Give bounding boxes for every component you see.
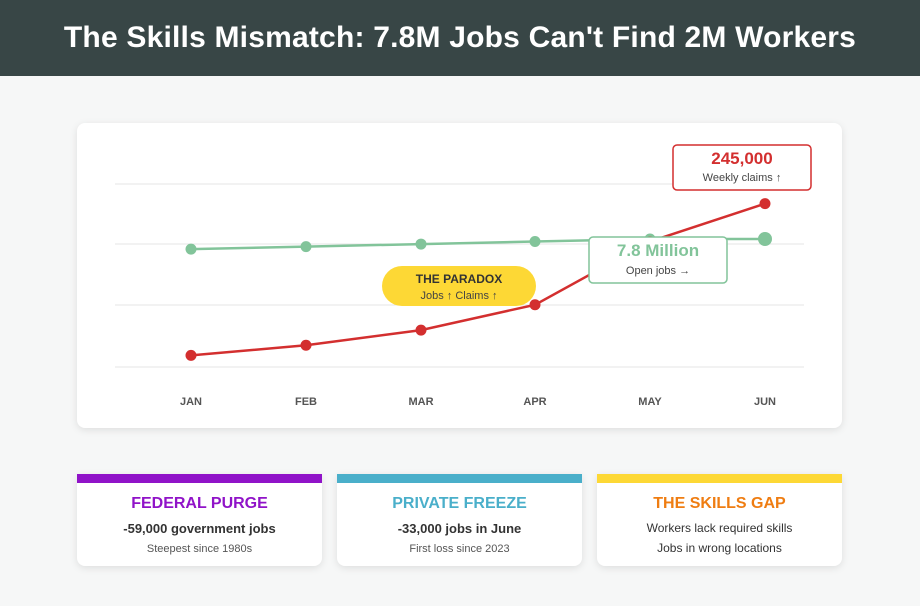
jobs-annotation: 7.8 Million Open jobs → bbox=[588, 236, 728, 284]
card-main-stat: -33,000 jobs in June bbox=[397, 521, 522, 536]
jobs-data-point bbox=[185, 243, 197, 255]
paradox-title: THE PARADOX bbox=[416, 272, 502, 286]
card-title: FEDERAL PURGE bbox=[131, 495, 268, 512]
claims-data-point bbox=[529, 299, 541, 311]
card-title: THE SKILLS GAP bbox=[653, 495, 786, 512]
x-tick-label: MAR bbox=[408, 396, 433, 408]
x-tick-label: FEB bbox=[295, 396, 317, 408]
card-accent-stripe bbox=[337, 474, 582, 483]
info-cards: FEDERAL PURGE -59,000 government jobs St… bbox=[77, 474, 842, 566]
jobs-data-point bbox=[758, 232, 772, 247]
page-title: The Skills Mismatch: 7.8M Jobs Can't Fin… bbox=[63, 21, 857, 54]
card-accent-stripe bbox=[597, 474, 842, 483]
x-axis-labels: JAN FEB MAR APR MAY JUN bbox=[180, 396, 776, 408]
jobs-data-point bbox=[415, 238, 427, 250]
card-line: Jobs in wrong locations bbox=[657, 541, 782, 555]
claims-data-point bbox=[185, 349, 197, 361]
card-accent-stripe bbox=[77, 474, 322, 483]
x-tick-label: MAY bbox=[638, 396, 662, 408]
chart-card: JAN FEB MAR APR MAY JUN THE PARADOX Jobs… bbox=[77, 123, 842, 428]
private-freeze-card: PRIVATE FREEZE -33,000 jobs in June Firs… bbox=[337, 474, 582, 566]
paradox-badge bbox=[382, 266, 536, 306]
jobs-data-point bbox=[300, 241, 312, 253]
claims-data-point bbox=[300, 339, 312, 351]
x-tick-label: APR bbox=[523, 396, 546, 408]
claims-callout bbox=[672, 144, 812, 191]
card-main-stat: -59,000 government jobs bbox=[123, 521, 276, 536]
federal-purge-card: FEDERAL PURGE -59,000 government jobs St… bbox=[77, 474, 322, 566]
claims-data-point bbox=[759, 198, 771, 210]
card-subtext: First loss since 2023 bbox=[409, 543, 510, 555]
paradox-label: Jobs ↑ Claims ↑ bbox=[420, 290, 497, 302]
card-subtext: Steepest since 1980s bbox=[146, 543, 253, 555]
card-line: Workers lack required skills bbox=[646, 521, 793, 535]
paradox-annotation: THE PARADOX Jobs ↑ Claims ↑ bbox=[382, 266, 536, 306]
jobs-callout bbox=[588, 236, 728, 284]
jobs-callout-value: 7.8 Million bbox=[617, 241, 699, 260]
claims-series-line bbox=[190, 202, 766, 357]
skills-gap-card: THE SKILLS GAP Workers lack required ski… bbox=[597, 474, 842, 566]
page-header: The Skills Mismatch: 7.8M Jobs Can't Fin… bbox=[0, 0, 920, 76]
jobs-data-point bbox=[529, 236, 541, 248]
line-chart: JAN FEB MAR APR MAY JUN THE PARADOX Jobs… bbox=[115, 144, 812, 408]
claims-annotation: 245,000 Weekly claims ↑ bbox=[672, 144, 812, 191]
jobs-callout-label: Open jobs → bbox=[626, 265, 690, 277]
card-title: PRIVATE FREEZE bbox=[392, 495, 527, 512]
x-tick-label: JAN bbox=[180, 396, 202, 408]
claims-callout-label: Weekly claims ↑ bbox=[703, 172, 782, 184]
claims-data-point bbox=[415, 324, 427, 336]
x-tick-label: JUN bbox=[754, 396, 776, 408]
claims-callout-value: 245,000 bbox=[711, 149, 772, 168]
